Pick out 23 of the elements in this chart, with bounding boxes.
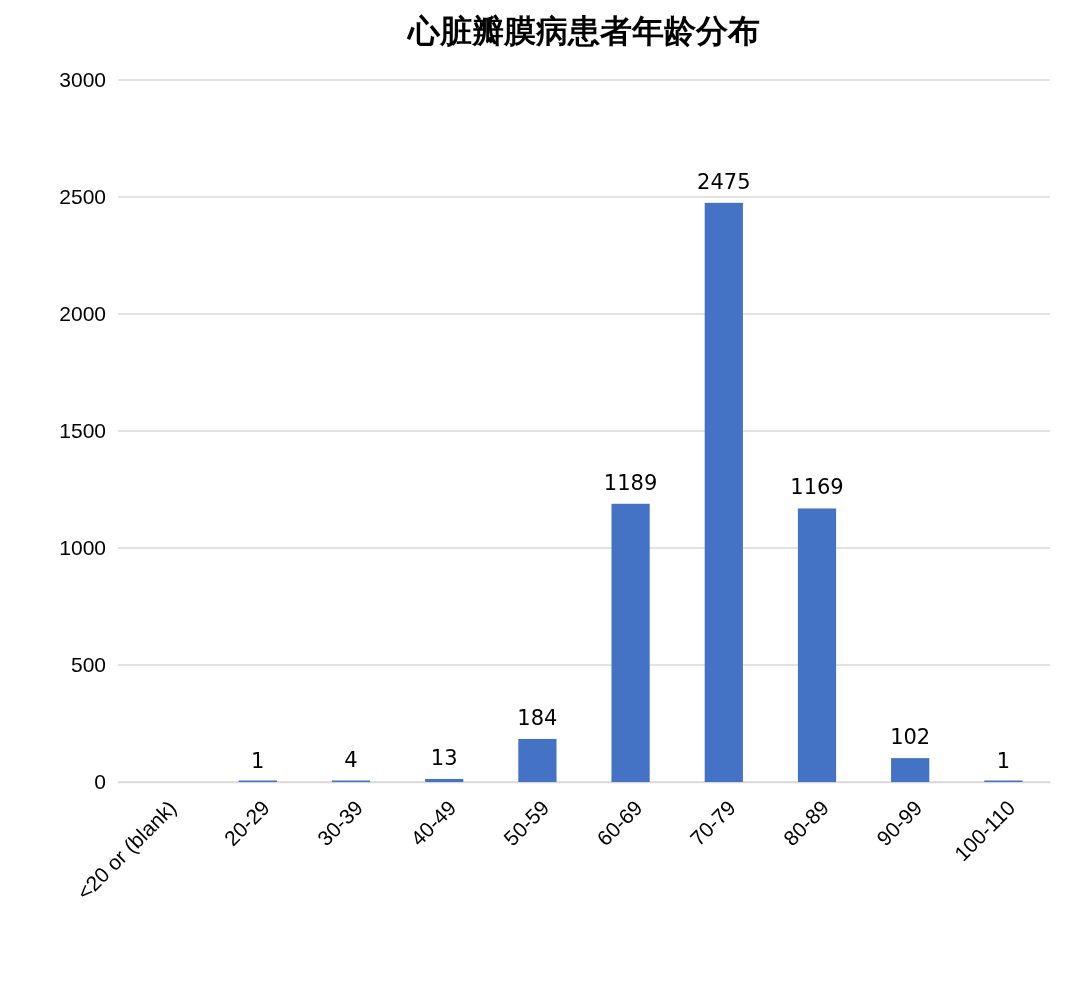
data-label: 1 (996, 748, 1011, 773)
y-tick-label: 3000 (59, 68, 106, 92)
bar (891, 758, 930, 782)
data-label: 13 (430, 745, 458, 770)
data-label: 1189 (603, 470, 658, 495)
data-label: 1169 (790, 475, 844, 500)
bar (425, 778, 464, 782)
chart-title: 心脏瓣膜病患者年龄分布 (406, 12, 760, 50)
y-tick-label: 500 (70, 653, 106, 677)
bar (704, 202, 743, 782)
data-label: 4 (344, 748, 358, 773)
data-label: 1 (251, 748, 265, 773)
data-label: 102 (890, 725, 931, 750)
y-tick-label: 1500 (59, 419, 106, 443)
bar (518, 738, 557, 782)
y-tick-label: 2000 (59, 302, 106, 326)
y-tick-label: 0 (94, 770, 106, 794)
y-tick-label: 2500 (59, 185, 106, 209)
data-label: 2475 (697, 169, 751, 194)
data-label: 184 (517, 705, 558, 730)
bar (611, 503, 650, 782)
y-tick-label: 1000 (59, 536, 106, 560)
bar (797, 508, 837, 782)
